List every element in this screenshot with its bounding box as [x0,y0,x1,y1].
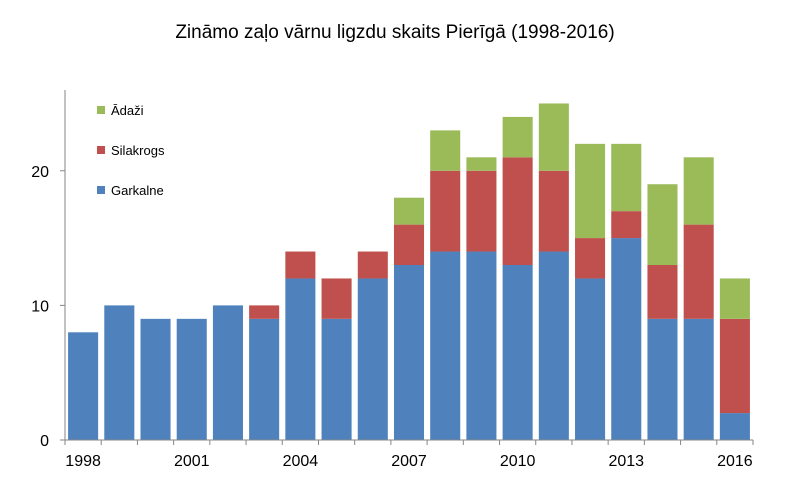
bar-garkalne-2000 [140,318,171,440]
bar-dai-2011 [538,103,569,171]
bar-silakrogs-2008 [430,170,461,252]
bar-garkalne-2007 [393,265,425,440]
bar-silakrogs-2004 [285,251,316,279]
bar-dai-2009 [466,157,497,171]
bar-garkalne-2003 [249,318,280,440]
bar-dai-2008 [430,130,461,171]
x-tick-label: 1998 [65,453,101,470]
bar-garkalne-2012 [575,278,606,440]
x-tick-label: 2013 [608,453,644,470]
x-tick-label: 2010 [500,453,536,470]
bar-dai-2014 [647,184,678,265]
bar-silakrogs-2014 [647,265,678,319]
bar-silakrogs-2005 [321,278,352,319]
y-tick-label: 10 [31,298,49,315]
chart-title: Zināmo zaļo vārnu ligzdu skaits Pierīgā … [175,22,615,43]
bar-garkalne-2006 [357,278,388,440]
bar-garkalne-2016 [719,413,750,440]
bar-silakrogs-2009 [466,170,497,252]
bar-dai-2010 [502,116,533,158]
x-tick-label: 2016 [717,453,753,470]
legend-label: Ādaži [111,103,144,118]
bar-garkalne-1999 [104,305,135,440]
bar-silakrogs-2015 [683,224,714,319]
legend-label: Garkalne [111,183,164,198]
x-tick-label: 2007 [391,453,427,470]
bar-garkalne-2004 [285,278,316,440]
bar-silakrogs-2016 [719,318,750,414]
bar-garkalne-2008 [430,251,461,440]
bar-silakrogs-2003 [249,305,280,319]
bar-garkalne-2013 [611,238,642,440]
x-tick-label: 2004 [283,453,319,470]
bar-garkalne-2009 [466,251,497,440]
bar-silakrogs-2012 [575,238,606,279]
bar-silakrogs-2007 [393,224,425,265]
bar-dai-2007 [393,197,425,225]
bar-garkalne-2010 [502,265,533,440]
bar-garkalne-2014 [647,318,678,440]
x-tick-label: 2001 [174,453,210,470]
bar-garkalne-2005 [321,318,352,440]
bar-silakrogs-2006 [357,251,388,279]
bar-garkalne-2001 [176,318,207,440]
bar-silakrogs-2013 [611,211,642,239]
legend-swatch [97,186,105,194]
bar-silakrogs-2010 [502,157,533,265]
bar-garkalne-2015 [683,318,714,440]
bar-garkalne-1998 [68,332,99,440]
bar-silakrogs-2011 [538,170,569,252]
bar-dai-2012 [575,143,606,239]
y-tick-label: 20 [31,164,49,181]
bar-dai-2013 [611,143,642,212]
legend-label: Silakrogs [111,143,165,158]
bar-garkalne-2002 [212,305,243,440]
bar-garkalne-2011 [538,251,569,440]
legend-swatch [97,146,105,154]
legend-swatch [97,106,105,114]
y-tick-label: 0 [40,433,49,450]
bar-dai-2015 [683,157,714,225]
bar-dai-2016 [719,278,750,319]
